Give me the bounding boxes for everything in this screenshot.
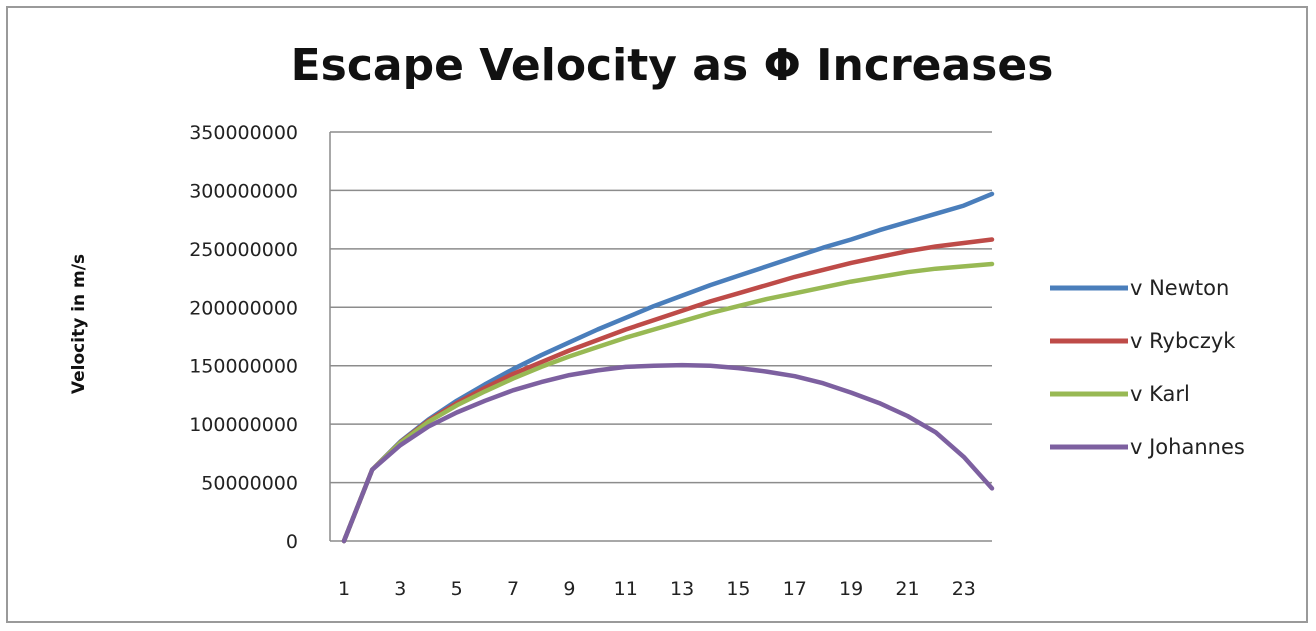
x-tick-label: 5	[451, 578, 463, 600]
legend-label: v Rybczyk	[1130, 329, 1236, 353]
x-tick-label: 9	[563, 578, 575, 600]
y-axis-label: Velocity in m/s	[69, 254, 89, 394]
y-tick-label: 150000000	[189, 356, 298, 378]
x-tick-label: 7	[507, 578, 519, 600]
y-tick-label: 200000000	[189, 297, 298, 319]
y-tick-label: 0	[286, 531, 298, 553]
x-tick-label: 17	[783, 578, 807, 600]
x-tick-label: 13	[670, 578, 694, 600]
legend-label: v Johannes	[1130, 435, 1245, 459]
gridlines	[329, 131, 992, 542]
series-line	[341, 237, 995, 544]
x-tick-labels: 1 3 5 7 9 11 13 15 17 19 21 23	[338, 578, 976, 600]
y-tick-label: 250000000	[189, 239, 298, 261]
x-tick-label: 15	[726, 578, 750, 600]
series-line	[341, 261, 995, 544]
legend-label: v Newton	[1130, 276, 1229, 300]
series-line	[341, 362, 995, 544]
y-tick-label: 350000000	[189, 122, 298, 144]
x-tick-label: 3	[394, 578, 406, 600]
chart-frame	[6, 6, 1308, 623]
y-tick-label: 300000000	[189, 180, 298, 202]
x-tick-label: 1	[338, 578, 350, 600]
x-tick-label: 23	[952, 578, 976, 600]
y-tick-labels: 0 50000000 100000000 150000000 200000000 2500…	[189, 122, 298, 553]
x-tick-label: 11	[614, 578, 638, 600]
series-lines	[341, 191, 995, 544]
y-tick-label: 50000000	[201, 473, 298, 495]
legend-label: v Karl	[1130, 382, 1190, 406]
legend: v Newton v Rybczyk v Karl v Johannes	[1050, 276, 1245, 459]
y-tick-label: 100000000	[189, 414, 298, 436]
x-tick-label: 19	[839, 578, 863, 600]
chart-title: Escape Velocity as Φ Increases	[291, 40, 1054, 91]
x-tick-label: 21	[895, 578, 919, 600]
